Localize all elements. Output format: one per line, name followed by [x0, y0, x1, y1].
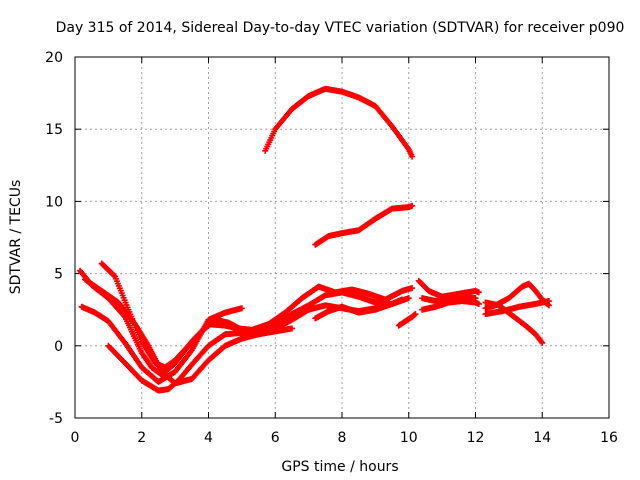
- data-point: [111, 272, 118, 279]
- y-tick-label: 0: [54, 339, 63, 355]
- x-axis-label: GPS time / hours: [281, 459, 398, 475]
- series-track-6: [262, 85, 416, 160]
- x-tick-label: 4: [204, 430, 213, 446]
- data-point: [409, 153, 416, 160]
- grid: [75, 57, 609, 418]
- series-track-7: [312, 202, 416, 248]
- data-point: [412, 311, 419, 318]
- data-point: [475, 289, 482, 296]
- series-track-15: [482, 298, 552, 318]
- series-group: [77, 85, 552, 394]
- data-point: [399, 296, 406, 303]
- x-tick-label: 0: [71, 430, 80, 446]
- data-point: [475, 300, 482, 307]
- y-axis-label: SDTVAR / TECUs: [8, 180, 24, 295]
- data-point: [409, 202, 416, 209]
- x-tick-label: 8: [338, 430, 347, 446]
- series-track-12: [419, 293, 479, 305]
- y-tick-label: 10: [45, 194, 63, 210]
- x-tick-label: 10: [400, 430, 418, 446]
- data-point: [409, 285, 416, 292]
- series-track-9: [395, 311, 419, 329]
- series-track-4: [105, 289, 412, 394]
- x-tick-label: 6: [271, 430, 280, 446]
- series-track-8: [312, 296, 406, 322]
- x-tick-label: 14: [533, 430, 551, 446]
- chart-title: Day 315 of 2014, Sidereal Day-to-day VTE…: [56, 20, 625, 36]
- plot-frame: [74, 56, 610, 419]
- data-point: [545, 298, 552, 305]
- data-point: [405, 295, 412, 302]
- data-point: [288, 325, 295, 332]
- data-point: [472, 295, 479, 302]
- y-tick-label: 15: [45, 122, 63, 138]
- y-tick-label: 5: [54, 267, 63, 283]
- data-point: [539, 339, 546, 346]
- y-tick-label: 20: [45, 50, 63, 66]
- axis-ticks: 0 2 4 6 8 10 12 14 16 -5 0 5 10 15 20: [45, 50, 618, 446]
- y-tick-label: -5: [49, 411, 63, 427]
- x-tick-label: 12: [467, 430, 485, 446]
- x-tick-label: 2: [137, 430, 146, 446]
- series-track-5: [82, 276, 295, 387]
- x-tick-label: 16: [600, 430, 618, 446]
- data-point: [238, 305, 245, 312]
